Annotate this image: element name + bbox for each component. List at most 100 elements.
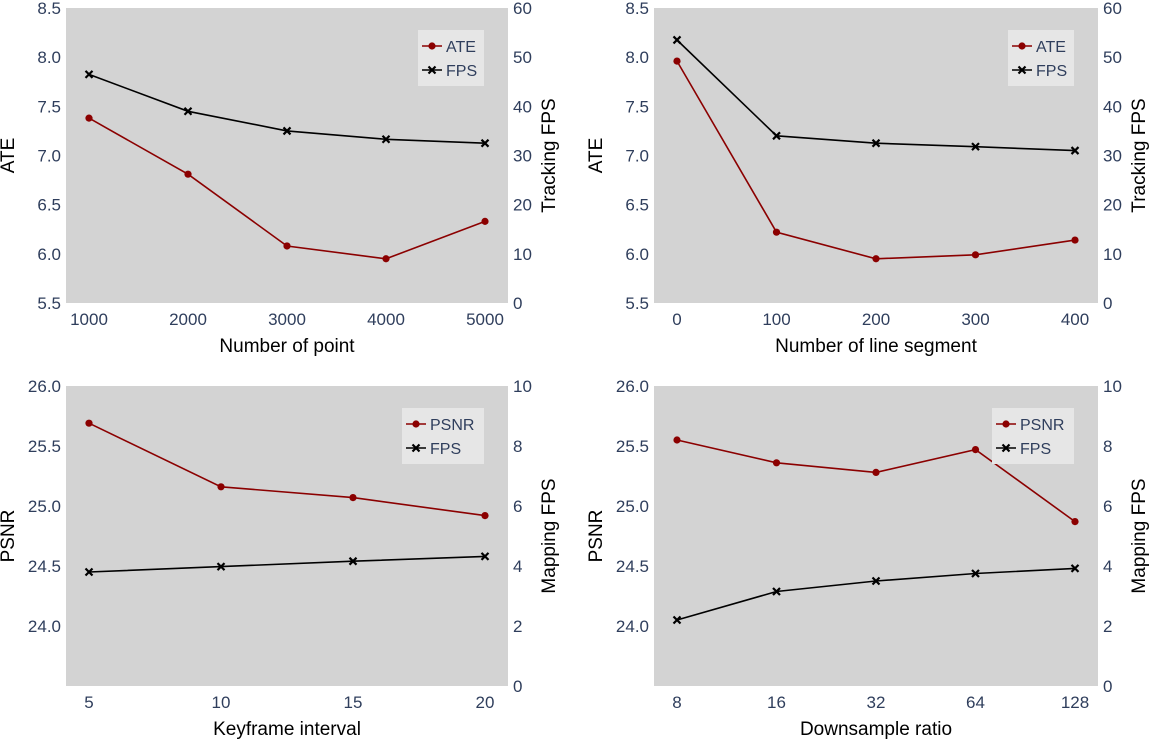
y-tick-label-left: 7.5 [625,97,649,116]
y-tick-label-right: 4 [513,557,522,576]
x-axis-label: Number of point [219,336,355,357]
y-tick-label-left: 8.5 [37,0,61,18]
y-axis-label-right: Mapping FPS [1129,478,1150,593]
data-point-fps [84,70,94,79]
data-point-fps [971,569,980,578]
y-tick-label-left: 7.0 [37,147,61,166]
x-tick-label: 100 [762,310,790,329]
legend-label: FPS [1020,441,1051,458]
y-tick-label-right: 20 [513,196,532,215]
y-tick-label-right: 4 [1103,557,1112,576]
chart-panel-1: 5.5 6.0 6.5 7.0 7.5 8.0 8.5 0 10 20 30 40 50 60 1000 20… [0,0,560,357]
data-point-ate [382,255,390,263]
y-axis-label-left: ATE [586,138,607,174]
x-tick-label: 4000 [367,310,405,329]
data-point-fps [282,126,292,136]
x-tick-label: 300 [961,310,989,329]
y-axis-label-right: Tracking FPS [1129,98,1150,212]
y-tick-label-right: 2 [513,617,522,636]
y-tick-label-right: 8 [1103,437,1112,456]
data-point-fps [84,567,94,577]
legend-label: PSNR [430,417,474,434]
legend-label: FPS [1036,63,1067,80]
legend-marker-circle [1018,42,1026,50]
y-tick-label-right: 0 [513,677,522,696]
legend: ATE FPS [1008,30,1074,86]
data-point-fps [971,142,980,151]
y-tick-label-right: 30 [1103,147,1122,166]
y-tick-label-left: 6.5 [37,196,61,215]
y-axis-label-left: ATE [0,138,19,174]
data-point-fps [772,131,781,141]
data-point-psnr [217,483,225,491]
y-tick-label-right: 10 [513,245,532,264]
data-point-psnr [872,468,880,476]
x-tick-label: 5000 [466,310,504,329]
data-point-ate [872,255,880,263]
data-point-fps [480,552,490,561]
data-point-psnr [349,494,357,502]
data-point-fps [381,134,391,144]
legend-marker-circle [428,42,436,50]
y-tick-label-right: 6 [513,497,522,516]
data-point-ate [283,242,291,250]
data-point-fps [871,576,881,586]
legend: ATE FPS [418,30,484,86]
legend-marker-x [1017,65,1027,75]
data-point-fps [1070,564,1080,573]
y-tick-label-right: 0 [1103,294,1112,313]
chart-panel-3: 24.0 24.5 25.0 25.5 26.0 0 2 4 6 8 10 5 10 15 20 Keyfra… [0,377,560,740]
y-tick-label-right: 10 [513,377,532,396]
y-tick-label-left: 6.5 [625,196,649,215]
data-point-fps [871,138,881,148]
x-tick-label: 1000 [70,310,108,329]
y-tick-label-right: 40 [1103,97,1122,116]
data-point-psnr [673,436,681,444]
legend-label: FPS [430,441,461,458]
y-tick-label-left: 25.0 [28,497,61,516]
data-point-ate [481,217,489,225]
legend-marker-circle [1002,420,1010,428]
y-tick-label-left: 8.0 [37,48,61,67]
series-line-psnr [88,422,486,517]
y-tick-label-left: 24.0 [28,617,61,636]
x-tick-label: 3000 [268,310,306,329]
y-tick-label-right: 30 [513,147,532,166]
x-axis-label: Downsample ratio [800,719,952,740]
series-line-fps [88,555,486,573]
legend-label: ATE [446,39,476,56]
y-tick-label-right: 0 [1103,677,1112,696]
y-tick-label-left: 8.5 [625,0,649,18]
y-tick-label-left: 5.5 [37,294,61,313]
legend-marker-x [427,65,437,75]
legend-marker-x [1001,443,1011,453]
y-tick-label-right: 20 [1103,196,1122,215]
y-tick-label-right: 8 [513,437,522,456]
y-tick-label-right: 6 [1103,497,1112,516]
x-tick-label: 64 [966,693,985,712]
y-tick-label-left: 25.5 [616,437,649,456]
legend: PSNR FPS [992,408,1074,464]
data-point-psnr [481,511,489,520]
data-point-fps [672,615,682,625]
chart-panel-2: 5.5 6.0 6.5 7.0 7.5 8.0 8.5 0 10 20 30 40 50 60 0 100 20… [586,0,1150,357]
legend-label: PSNR [1020,417,1064,434]
x-tick-label: 2000 [169,310,207,329]
y-axis-label-right: Tracking FPS [539,98,560,212]
x-tick-label: 400 [1061,310,1089,329]
data-point-ate [772,228,781,236]
y-tick-label-left: 8.0 [625,48,649,67]
y-tick-label-right: 60 [513,0,532,18]
y-axis-label-left: PSNR [0,510,19,563]
data-point-psnr [1071,518,1079,526]
data-point-ate [1071,236,1079,244]
data-point-fps [183,106,193,116]
data-point-ate [673,57,681,65]
data-point-ate [971,251,980,259]
data-point-fps [772,587,781,596]
data-point-psnr [772,459,781,467]
y-tick-label-left: 25.5 [28,437,61,456]
y-tick-label-left: 5.5 [625,294,649,313]
x-tick-label: 200 [862,310,890,329]
